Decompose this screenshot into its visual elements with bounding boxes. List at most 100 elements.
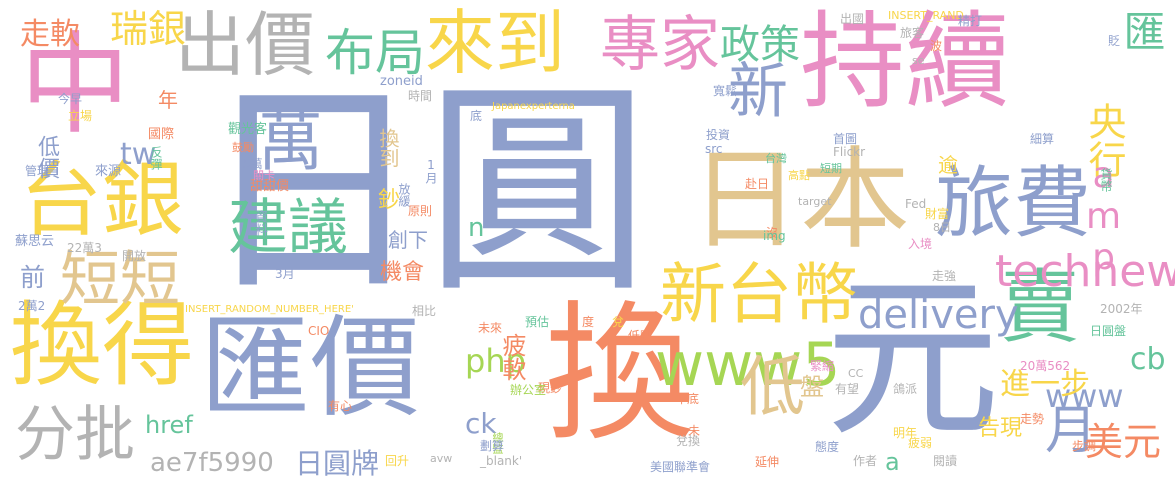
word-zh-90: 總監 (491, 432, 504, 454)
word-zh-73: 原則 (408, 204, 433, 218)
word-zh-62: 反彈 (149, 146, 163, 170)
word-zoneid: zoneid (380, 74, 423, 89)
word-zh-124: 高點 (788, 169, 810, 182)
word-zh-103: 閱讀 (933, 454, 958, 468)
word-zh-37: 日圓牌 (295, 447, 380, 480)
word-zh-101: 作者 (853, 454, 878, 468)
word-zh-105: 走勢 (1020, 412, 1045, 426)
word-zh-104: 明年 (893, 426, 918, 440)
word-zh-20: 分批 (15, 400, 135, 470)
word-zh-130: 細算 (1030, 132, 1055, 146)
word-a: a (885, 448, 900, 476)
word-zh-25: 月 (1045, 401, 1098, 461)
word-zh-66: 管理 (25, 164, 50, 178)
word-zh-100: 態度 (815, 440, 840, 454)
word-zh-21: 布局 (325, 24, 425, 82)
word-zh-109: 緊縮 (810, 359, 835, 373)
word-zh-65: 來源 (95, 164, 122, 179)
word-zh-52: 年 (158, 88, 178, 112)
word-zh-35: 進一步 (1000, 367, 1090, 402)
word-zh-83: 預估 (525, 315, 550, 329)
word-zh-134: 出國 (840, 12, 865, 26)
word-zh-84: 度 (582, 315, 595, 329)
word-zh-16: 賣 (1000, 261, 1080, 354)
word-zh-55: 觀光客 (228, 122, 268, 137)
word-src: src (705, 142, 723, 156)
word-zh-32: 美元 (1085, 420, 1162, 464)
word-zh-119: 財富 (925, 207, 950, 221)
word-zh-18: 新 (728, 57, 788, 127)
word-zh-64: 立場 (68, 109, 93, 123)
word-zh-59: 關卡 (253, 169, 275, 182)
word-zh-86: 低點 (628, 329, 653, 343)
word-technews: technews (995, 246, 1175, 297)
word-zh-112: 日圓盤 (1090, 324, 1127, 338)
word-target: target (798, 195, 832, 208)
word-zh-54: 鈔 (378, 188, 401, 213)
word-zh-3: 持續 (800, 1, 1011, 123)
word-zh-128: 投資 (706, 128, 731, 142)
word-zh-129: 首圖 (833, 132, 858, 146)
word-fed: Fed (905, 197, 927, 211)
word-zh-139: 貶 (1108, 34, 1121, 48)
word-zh-108: 有望 (835, 382, 860, 396)
word-zh-132: 寬鬆 (713, 84, 738, 98)
word-ae7f5990: ae7f5990 (150, 448, 274, 478)
word-zh-1: 換 (545, 288, 696, 462)
word-zh-49: 低價 (34, 135, 59, 179)
word-zh-43: 盤 (800, 373, 824, 401)
word-blank: _blank' (480, 454, 523, 468)
word-zh-22: 低 (740, 350, 806, 425)
word-zh-7: 旅費 (935, 159, 1092, 249)
word-cc: CC (848, 367, 864, 380)
word-zh-91: 劃算 (480, 439, 505, 453)
word-zh-12: 專家 (600, 10, 720, 80)
word-zh-138: 波 (930, 39, 943, 53)
word-zh-13: 萬 (258, 105, 324, 180)
word-cio: CIO (308, 324, 330, 338)
word-avw: avw (430, 452, 453, 465)
word-zh-4: 中 (20, 21, 130, 149)
word-zh-98: 美國聯準會 (650, 460, 711, 474)
word-zh-121: 赴日 (745, 177, 770, 191)
word-zh-60: 鼓勵 (232, 141, 254, 154)
word-zh-2: 元 (825, 258, 1000, 461)
word-www5: www5 (655, 330, 841, 400)
word-zh-137: 旅客 (900, 26, 925, 40)
word-zh-114: 走強 (932, 269, 957, 283)
word-zh-99: 延伸 (755, 455, 780, 469)
word-zh-67: 時間 (408, 89, 433, 103)
word-zh-106: 步調 (1072, 439, 1097, 453)
word-delivery: delivery (858, 292, 1019, 338)
word-zh-94: 回升 (385, 454, 410, 468)
word-zh-6: 日本 (690, 136, 910, 264)
word-zh-92: 未 (688, 424, 701, 438)
word-2-2: 2萬2 (18, 299, 46, 313)
word-22-3: 22萬3 (67, 241, 102, 255)
word-1: 1月 (424, 158, 438, 184)
word-zh-38: 走軟 (20, 17, 80, 52)
word-zh-61: 國際 (148, 127, 175, 142)
word-zh-57: 資料 (252, 210, 267, 236)
word-5: 5萬 (243, 157, 263, 171)
word-amp: amp (1083, 155, 1124, 278)
word-zh-0: 日圓 (200, 61, 650, 323)
word-zh-53: 逾 (938, 153, 958, 177)
word-zh-74: 蘇思云 (15, 234, 55, 249)
word-zh-107: 鴿派 (893, 382, 918, 396)
word-zh-9: 台銀 (20, 153, 185, 248)
word-zh-63: 今早 (58, 92, 83, 106)
word-zh-48: 前 (20, 263, 46, 292)
word-zh-70: 底 (470, 109, 483, 123)
word-zh-82: 未來 (478, 321, 503, 335)
word-cb: cb (1130, 342, 1166, 377)
word-zh-42: 疲軟 (498, 333, 526, 381)
word-zh-19: 短短 (60, 245, 180, 315)
word-zh-10: 出價 (175, 4, 315, 86)
word-tw: tw (120, 137, 157, 172)
word-japanexperterna: Japanexperterna (492, 101, 575, 112)
word-zh-125: 台灣 (765, 152, 787, 165)
word-zh-28: 匯 (1117, 10, 1166, 52)
word-zh-27: 政策 (720, 22, 800, 68)
